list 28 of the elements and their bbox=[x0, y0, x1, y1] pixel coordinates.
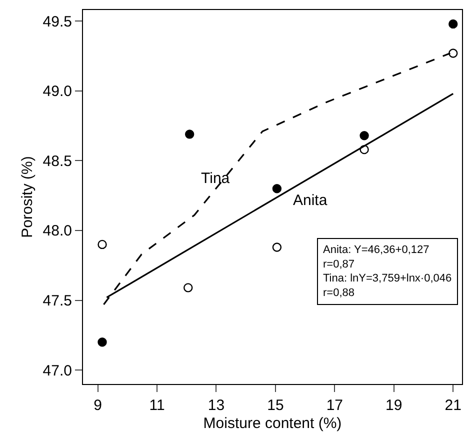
point bbox=[360, 131, 369, 140]
y-tick-label: 49.0 bbox=[42, 83, 72, 100]
point bbox=[448, 19, 458, 29]
x-tick-label: 19 bbox=[386, 397, 402, 414]
x-tick-label: 11 bbox=[149, 397, 165, 414]
y-tick-label: 48.0 bbox=[42, 222, 72, 240]
point bbox=[272, 184, 282, 194]
y-tick-label: 47.0 bbox=[42, 362, 72, 380]
point bbox=[272, 242, 282, 252]
y-tick-label: 49.5 bbox=[42, 13, 72, 30]
point bbox=[360, 144, 369, 154]
annotation: Anita: Y=46,36+0,127 r=0,87 Tina: lnY=3,759+lnx·0,046 r=0,88 bbox=[323, 244, 452, 299]
y-tick-label: 48.5 bbox=[42, 152, 72, 170]
x-axis-title: Moisture content (%) bbox=[203, 415, 342, 432]
x-tick-label: 15 bbox=[267, 397, 284, 414]
annotation: Tina bbox=[201, 170, 230, 187]
point bbox=[184, 283, 193, 292]
y-axis-title: Porosity (%) bbox=[19, 156, 36, 238]
point bbox=[448, 48, 458, 58]
y-tick-label: 47.5 bbox=[42, 292, 72, 310]
x-tick-label: 21 bbox=[444, 397, 462, 414]
x-tick-label: 9 bbox=[94, 397, 102, 414]
point bbox=[184, 130, 194, 139]
point bbox=[98, 338, 107, 347]
x-tick-label: 13 bbox=[208, 397, 225, 414]
point bbox=[98, 240, 107, 250]
x-tick-label: 17 bbox=[326, 397, 344, 414]
annotation: Anita bbox=[293, 192, 328, 209]
